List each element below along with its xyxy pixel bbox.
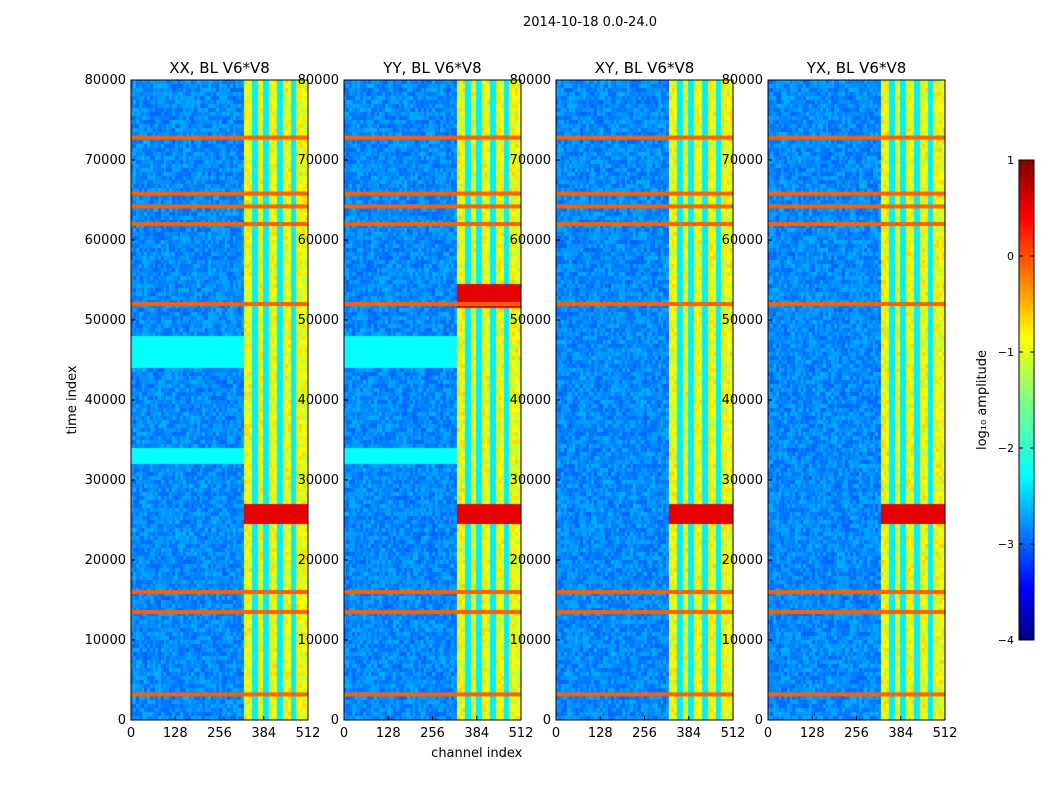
colorbar-tick-label: 1 [1007, 154, 1014, 167]
colorbar-tick-label: −2 [998, 442, 1014, 455]
y-tick-label: 30000 [510, 473, 551, 488]
y-tick-label: 40000 [85, 393, 126, 408]
x-tick-label: 128 [588, 726, 613, 741]
heatmap-cells [556, 80, 733, 720]
x-tick-label: 256 [420, 726, 445, 741]
colorbar-label: log₁₀ amplitude [975, 350, 990, 450]
y-axis-label: time index [65, 365, 80, 434]
y-tick-label: 40000 [298, 393, 339, 408]
y-tick-label: 20000 [722, 553, 763, 568]
y-tick-label: 20000 [510, 553, 551, 568]
y-tick-label: 10000 [510, 633, 551, 648]
colorbar-tick-label: −4 [998, 634, 1014, 647]
x-tick-label: 0 [127, 726, 135, 741]
x-tick-label: 0 [340, 726, 348, 741]
x-tick-label: 384 [888, 726, 913, 741]
x-tick-label: 384 [464, 726, 489, 741]
x-tick-label: 512 [509, 726, 534, 741]
heatmap-cells [768, 80, 945, 720]
panel-title: XY, BL V6*V8 [595, 59, 695, 77]
heatmap-cells [131, 80, 308, 720]
heatmap-panel-3: XY, BL V6*V8 0 128 256 384 512 0 10000 20000 3000… [510, 59, 746, 741]
panel-title: XX, BL V6*V8 [169, 59, 270, 77]
colorbar: 1 0 −1 −2 −3 −4 log₁₀ amplitude [975, 154, 1035, 647]
y-tick-label: 70000 [85, 153, 126, 168]
heatmap-panel-2: YY, BL V6*V8 0 128 256 384 512 0 10000 20000 3000… [298, 59, 534, 761]
y-tick-label: 30000 [722, 473, 763, 488]
x-tick-label: 256 [632, 726, 657, 741]
y-tick-label: 50000 [85, 313, 126, 328]
x-tick-label: 512 [933, 726, 958, 741]
colorbar-gradient [1018, 159, 1035, 641]
y-tick-label: 40000 [722, 393, 763, 408]
x-tick-label: 128 [800, 726, 825, 741]
y-tick-label: 30000 [85, 473, 126, 488]
y-tick-label: 80000 [85, 73, 126, 88]
x-tick-label: 384 [676, 726, 701, 741]
y-tick-label: 50000 [722, 313, 763, 328]
y-tick-label: 80000 [722, 73, 763, 88]
y-tick-label: 0 [118, 713, 126, 728]
x-tick-label: 128 [163, 726, 188, 741]
y-tick-label: 20000 [85, 553, 126, 568]
x-tick-label: 384 [251, 726, 276, 741]
x-tick-label: 0 [552, 726, 560, 741]
heatmap-panel-1: XX, BL V6*V8 0 128 256 384 512 0 10000 20000 3000… [65, 59, 320, 741]
y-tick-label: 10000 [85, 633, 126, 648]
figure-suptitle: 2014-10-18 0.0-24.0 [523, 15, 657, 30]
y-tick-label: 60000 [722, 233, 763, 248]
x-tick-label: 512 [296, 726, 321, 741]
heatmap-panels: XX, BL V6*V8 0 128 256 384 512 0 10000 20000 3000… [65, 59, 957, 761]
colorbar-tick-label: −3 [998, 538, 1014, 551]
y-tick-label: 60000 [298, 233, 339, 248]
heatmap-panel-4: YX, BL V6*V8 0 128 256 384 512 0 10000 20000 3000… [722, 59, 958, 741]
y-tick-label: 50000 [298, 313, 339, 328]
y-tick-label: 80000 [510, 73, 551, 88]
y-tick-label: 0 [331, 713, 339, 728]
y-tick-label: 10000 [722, 633, 763, 648]
x-tick-label: 256 [844, 726, 869, 741]
colorbar-tick-label: −1 [998, 346, 1014, 359]
x-tick-label: 256 [207, 726, 232, 741]
panel-title: YX, BL V6*V8 [806, 59, 907, 77]
y-tick-label: 80000 [298, 73, 339, 88]
colorbar-tick-label: 0 [1007, 250, 1014, 263]
y-tick-label: 0 [755, 713, 763, 728]
y-tick-label: 60000 [85, 233, 126, 248]
y-tick-label: 70000 [298, 153, 339, 168]
x-tick-label: 0 [764, 726, 772, 741]
x-tick-label: 512 [721, 726, 746, 741]
y-tick-label: 70000 [510, 153, 551, 168]
y-tick-label: 30000 [298, 473, 339, 488]
heatmap-cells [344, 80, 521, 720]
y-tick-label: 60000 [510, 233, 551, 248]
y-tick-label: 50000 [510, 313, 551, 328]
y-tick-label: 20000 [298, 553, 339, 568]
y-tick-label: 70000 [722, 153, 763, 168]
y-tick-label: 40000 [510, 393, 551, 408]
x-tick-label: 128 [376, 726, 401, 741]
x-axis-label: channel index [431, 746, 522, 761]
y-tick-label: 0 [543, 713, 551, 728]
colorbar-ticks: 1 0 −1 −2 −3 −4 [998, 154, 1034, 647]
y-tick-label: 10000 [298, 633, 339, 648]
panel-title: YY, BL V6*V8 [382, 59, 481, 77]
